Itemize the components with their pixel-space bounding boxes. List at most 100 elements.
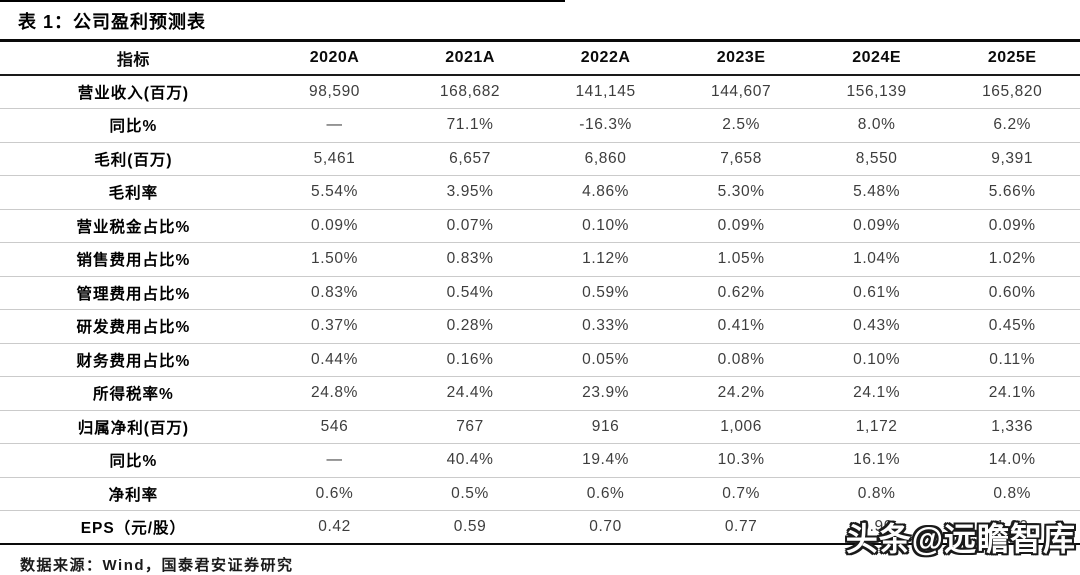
cell-value: 0.28% [402, 309, 538, 344]
cell-value: 0.5% [402, 477, 538, 511]
cell-value: 6,657 [402, 142, 538, 176]
cell-value: 5.54% [266, 175, 403, 210]
cell-value: 156,139 [808, 75, 945, 109]
cell-value: 1.12% [537, 242, 674, 277]
cell-value: 4.86% [537, 175, 674, 210]
cell-value: 19.4% [537, 443, 674, 478]
header-2021a: 2021A [402, 42, 538, 76]
cell-value: 23.9% [537, 376, 674, 411]
cell-value: 0.6% [537, 477, 674, 511]
header-2023e: 2023E [673, 42, 809, 76]
cell-value: 1.02% [944, 242, 1080, 277]
cell-value: 0.44% [266, 343, 403, 377]
cell-value: 2.5% [673, 108, 809, 143]
cell-value: 10.3% [673, 443, 809, 478]
row-label: 管理费用占比% [0, 276, 267, 310]
cell-value: 1.04% [808, 242, 945, 277]
table-row: 净利率 0.6% 0.5% 0.6% 0.7% 0.8% 0.8% [0, 477, 1080, 511]
cell-value: — [266, 108, 403, 143]
header-2020a: 2020A [266, 42, 403, 76]
cell-value: 165,820 [944, 75, 1080, 109]
cell-value: 0.41% [673, 309, 809, 344]
top-rule [0, 0, 565, 2]
cell-value: 0.70 [537, 510, 674, 545]
cell-value: 5.48% [808, 175, 945, 210]
cell-value: 0.11% [944, 343, 1080, 377]
cell-value: 0.09% [808, 209, 945, 243]
cell-value: 141,145 [537, 75, 674, 109]
cell-value: 1.50% [266, 242, 403, 277]
cell-value: 0.10% [808, 343, 945, 377]
cell-value: 8,550 [808, 142, 945, 176]
row-label: 同比% [0, 108, 267, 143]
profit-forecast-table: 指标 2020A 2021A 2022A 2023E 2024E 2025E 营… [0, 42, 1080, 545]
cell-value: -16.3% [537, 108, 674, 143]
cell-value: 1,006 [673, 410, 809, 444]
cell-value: 1.05% [673, 242, 809, 277]
row-label: 营业收入(百万) [0, 75, 267, 109]
cell-value: 1,336 [944, 410, 1080, 444]
cell-value: 0.05% [537, 343, 674, 377]
cell-value: 0.83% [402, 242, 538, 277]
cell-value: 0.83% [266, 276, 403, 310]
table-body: 营业收入(百万) 98,590 168,682 141,145 144,607 156,1… [0, 75, 1080, 545]
cell-value: 14.0% [944, 443, 1080, 478]
row-label: 所得税率% [0, 376, 267, 411]
table-row: 管理费用占比% 0.83% 0.54% 0.59% 0.62% 0.61% 0.60% [0, 276, 1080, 310]
cell-value: 0.77 [673, 510, 809, 545]
row-label: EPS（元/股） [0, 510, 267, 545]
header-2025e: 2025E [944, 42, 1080, 76]
cell-value: 0.08% [673, 343, 809, 377]
cell-value: 0.37% [266, 309, 403, 344]
cell-value: — [266, 443, 403, 478]
cell-value: 24.2% [673, 376, 809, 411]
cell-value: 0.62% [673, 276, 809, 310]
cell-value: 3.95% [402, 175, 538, 210]
table-row: 毛利率 5.54% 3.95% 4.86% 5.30% 5.48% 5.66% [0, 175, 1080, 210]
table-row: 研发费用占比% 0.37% 0.28% 0.33% 0.41% 0.43% 0.45% [0, 309, 1080, 344]
cell-value: 0.43% [808, 309, 945, 344]
cell-value: 9,391 [944, 142, 1080, 176]
cell-value: 168,682 [402, 75, 538, 109]
row-label: 财务费用占比% [0, 343, 267, 377]
row-label: 毛利率 [0, 175, 267, 210]
cell-value: 0.59% [537, 276, 674, 310]
cell-value: 0.09% [944, 209, 1080, 243]
cell-value: 24.8% [266, 376, 403, 411]
cell-value: 0.10% [537, 209, 674, 243]
cell-value: 16.1% [808, 443, 945, 478]
row-label: 净利率 [0, 477, 267, 511]
header-2024e: 2024E [808, 42, 945, 76]
table-row: 同比% —71.1% -16.3% 2.5% 8.0% 6.2% [0, 108, 1080, 143]
cell-value: 24.1% [944, 376, 1080, 411]
cell-value: 5.66% [944, 175, 1080, 210]
cell-value: 144,607 [673, 75, 809, 109]
cell-value: 916 [537, 410, 674, 444]
cell-value: 98,590 [266, 75, 403, 109]
cell-value: 0.7% [673, 477, 809, 511]
table-row: 财务费用占比% 0.44% 0.16% 0.05% 0.08% 0.10% 0.11% [0, 343, 1080, 377]
cell-value: 1,172 [808, 410, 945, 444]
cell-value: 0.59 [402, 510, 538, 545]
row-label: 归属净利(百万) [0, 410, 267, 444]
row-label: 毛利(百万) [0, 142, 267, 176]
cell-value: 6,860 [537, 142, 674, 176]
cell-value: 0.07% [402, 209, 538, 243]
cell-value: 8.0% [808, 108, 945, 143]
watermark-text: 头条@远瞻智库 [845, 521, 1076, 557]
table-row: 归属净利(百万) 546 767 916 1,006 1,172 1,336 [0, 410, 1080, 444]
row-label: 销售费用占比% [0, 242, 267, 277]
table-row: 销售费用占比% 1.50% 0.83% 1.12% 1.05% 1.04% 1.02% [0, 242, 1080, 277]
cell-value: 767 [402, 410, 538, 444]
cell-value: 0.45% [944, 309, 1080, 344]
table-row: EPS（元/股） 0.42 0.59 0.70 0.77 0.90 1.02 [0, 510, 1080, 545]
cell-value: 0.42 [266, 510, 403, 545]
cell-value: 0.54% [402, 276, 538, 310]
cell-value: 7,658 [673, 142, 809, 176]
cell-value: 71.1% [402, 108, 538, 143]
table-row: 同比% —40.4% 19.4% 10.3% 16.1% 14.0% [0, 443, 1080, 478]
row-label: 同比% [0, 443, 267, 478]
header-2022a: 2022A [537, 42, 674, 76]
cell-value: 0.61% [808, 276, 945, 310]
cell-value: 24.4% [402, 376, 538, 411]
